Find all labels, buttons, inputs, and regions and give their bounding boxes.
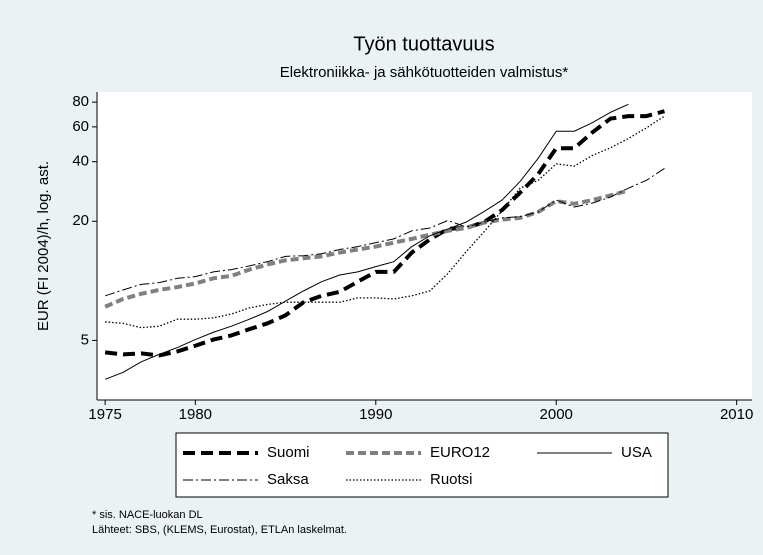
y-tick-label: 40 xyxy=(72,153,89,170)
x-tick-label: 2000 xyxy=(540,406,573,423)
line-series xyxy=(104,188,629,309)
note: Lähteet: SBS, (KLEMS, Eurostat), ETLAn l… xyxy=(92,524,347,536)
legend xyxy=(175,432,669,498)
line-series xyxy=(105,115,665,329)
legend-label: USA xyxy=(621,444,652,461)
y-tick-label: 60 xyxy=(72,118,89,135)
y-tick-label: 20 xyxy=(72,212,89,229)
line-series xyxy=(104,103,629,380)
legend-label: Suomi xyxy=(267,444,310,461)
y-axis-label: EUR (FI 2004)/h, log. ast. xyxy=(35,161,52,331)
x-tick-label: 1975 xyxy=(88,406,121,423)
legend-label: EURO12 xyxy=(430,444,490,461)
x-tick-label: 2010 xyxy=(720,406,753,423)
y-tick-label: 5 xyxy=(81,331,89,348)
y-tick-label: 80 xyxy=(72,93,89,110)
chart-title: Työn tuottavuus xyxy=(353,33,494,55)
line-series xyxy=(104,167,665,297)
legend-label: Ruotsi xyxy=(430,471,473,488)
plot-area xyxy=(97,92,752,400)
line-series xyxy=(104,109,666,358)
x-tick-label: 1990 xyxy=(359,406,392,423)
legend-label: Saksa xyxy=(267,471,309,488)
x-tick-label: 1980 xyxy=(179,406,212,423)
note: * sis. NACE-luokan DL xyxy=(92,509,203,521)
chart-subtitle: Elektroniikka- ja sähkötuotteiden valmis… xyxy=(280,64,569,81)
